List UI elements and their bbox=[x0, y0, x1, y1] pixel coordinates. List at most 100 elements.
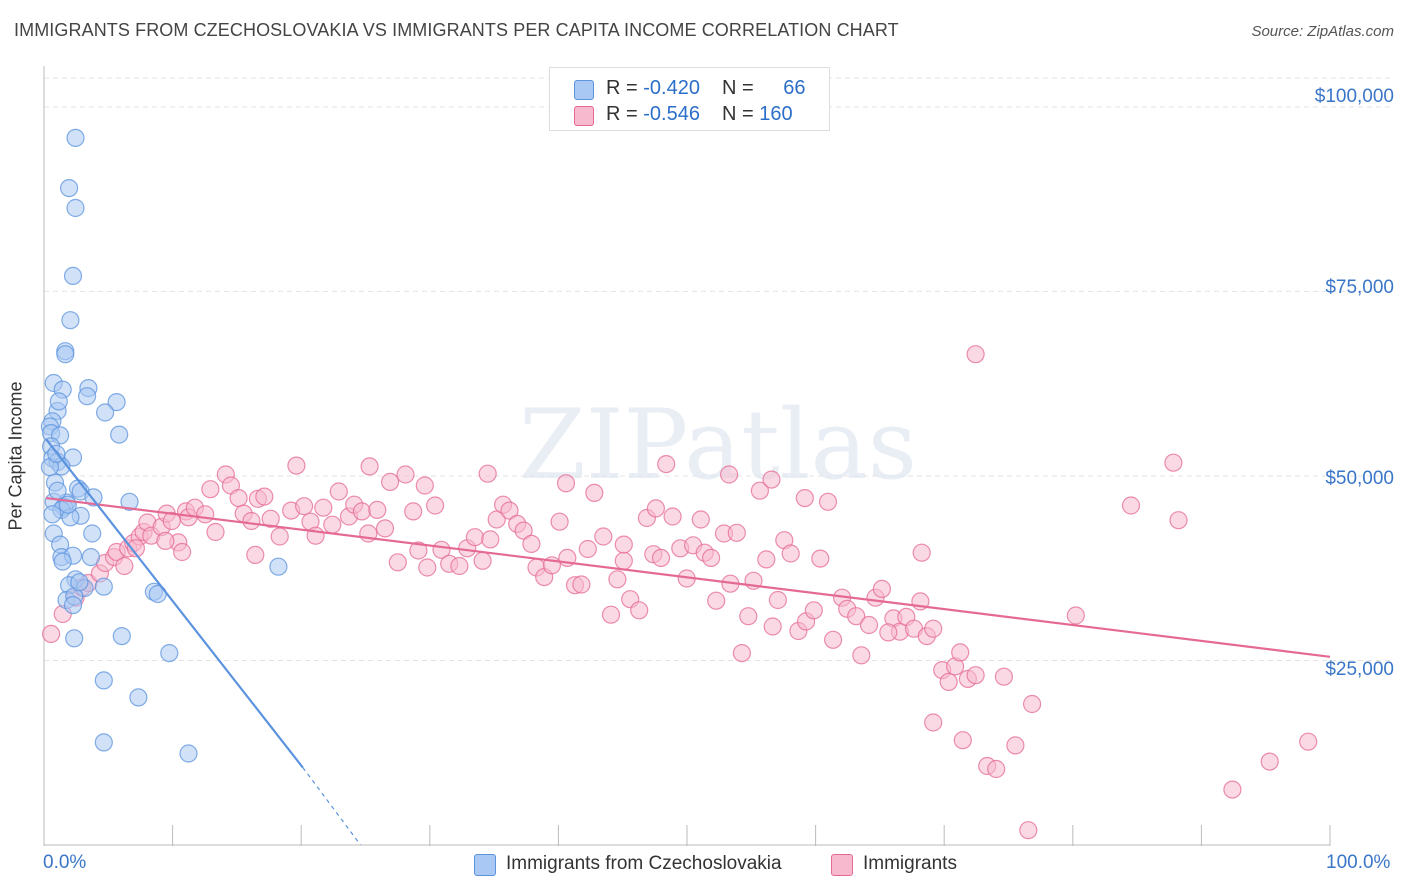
x-tick-label-max: 100.0% bbox=[1326, 852, 1391, 873]
point-immigrants bbox=[811, 549, 830, 568]
point-immigrants bbox=[879, 623, 898, 642]
legend-swatch-blue bbox=[574, 80, 594, 100]
point-immigrants bbox=[1006, 736, 1025, 755]
point-immigrants bbox=[323, 515, 342, 534]
point-immigrants bbox=[795, 489, 814, 508]
series-czechoslovakia bbox=[40, 128, 288, 763]
point-immigrants bbox=[750, 481, 770, 500]
n-label: N = bbox=[721, 77, 760, 99]
point-immigrants bbox=[261, 509, 280, 528]
point-immigrants bbox=[953, 731, 972, 750]
point-immigrants bbox=[409, 541, 428, 560]
point-czechoslovakia bbox=[120, 492, 139, 511]
point-immigrants bbox=[987, 759, 1006, 779]
point-immigrants bbox=[1260, 752, 1279, 771]
trend-lines bbox=[45, 438, 1331, 846]
point-immigrants bbox=[707, 591, 726, 610]
legend-swatch-pink bbox=[574, 106, 594, 126]
point-immigrants bbox=[852, 646, 871, 665]
y-tick-label: $100,000 bbox=[1314, 86, 1394, 107]
point-immigrants bbox=[651, 548, 671, 568]
point-immigrants bbox=[270, 527, 289, 546]
legend-swatch-blue bbox=[474, 854, 496, 876]
point-immigrants bbox=[1019, 821, 1038, 840]
point-immigrants bbox=[859, 615, 879, 635]
point-immigrants bbox=[912, 543, 931, 562]
point-immigrants bbox=[329, 482, 348, 501]
point-czechoslovakia bbox=[160, 643, 179, 663]
point-czechoslovakia bbox=[81, 547, 101, 567]
point-immigrants bbox=[41, 624, 61, 644]
point-immigrants bbox=[556, 474, 576, 493]
chart-title: IMMIGRANTS FROM CZECHOSLOVAKIA VS IMMIGR… bbox=[14, 20, 899, 40]
point-immigrants bbox=[396, 465, 415, 484]
point-immigrants bbox=[663, 507, 682, 526]
point-immigrants bbox=[381, 472, 400, 491]
point-immigrants bbox=[229, 489, 248, 508]
point-immigrants bbox=[295, 497, 314, 516]
point-czechoslovakia bbox=[53, 552, 72, 571]
point-immigrants bbox=[246, 545, 265, 565]
n-value: 160 bbox=[759, 103, 793, 125]
point-immigrants bbox=[314, 498, 333, 517]
point-immigrants bbox=[781, 544, 800, 563]
point-immigrants bbox=[352, 502, 371, 521]
point-immigrants bbox=[578, 539, 597, 559]
point-immigrants bbox=[255, 487, 274, 506]
point-czechoslovakia bbox=[107, 393, 126, 412]
x-tick-label-min: 0.0% bbox=[43, 852, 87, 873]
point-czechoslovakia bbox=[110, 425, 129, 444]
point-immigrants bbox=[550, 512, 569, 531]
point-immigrants bbox=[156, 531, 175, 551]
point-immigrants bbox=[415, 476, 434, 495]
point-immigrants bbox=[404, 502, 423, 521]
point-immigrants bbox=[126, 539, 145, 558]
point-czechoslovakia bbox=[112, 626, 131, 646]
point-immigrants bbox=[924, 713, 943, 732]
point-czechoslovakia bbox=[179, 744, 198, 763]
point-immigrants bbox=[727, 523, 746, 542]
grid-lines bbox=[44, 77, 1392, 661]
n-value: 66 bbox=[783, 77, 806, 99]
point-czechoslovakia bbox=[83, 524, 102, 543]
point-immigrants bbox=[388, 553, 407, 572]
legend-label: Immigrants from Czechoslovakia bbox=[506, 853, 782, 874]
point-immigrants bbox=[719, 465, 739, 484]
r-value: -0.420 bbox=[643, 77, 700, 99]
point-immigrants bbox=[924, 619, 943, 638]
point-immigrants bbox=[522, 534, 541, 554]
point-immigrants bbox=[287, 456, 306, 475]
point-immigrants bbox=[872, 579, 892, 599]
point-czechoslovakia bbox=[48, 481, 67, 500]
point-immigrants bbox=[657, 455, 676, 474]
point-czechoslovakia bbox=[61, 311, 80, 330]
point-immigrants bbox=[966, 345, 985, 364]
point-immigrants bbox=[242, 511, 261, 531]
legend-label: Immigrants bbox=[863, 853, 957, 874]
point-immigrants bbox=[1121, 496, 1141, 515]
point-immigrants bbox=[818, 492, 838, 511]
point-czechoslovakia bbox=[94, 671, 113, 690]
point-czechoslovakia bbox=[56, 345, 75, 364]
legend-swatch-pink bbox=[831, 854, 853, 876]
trend-line-immigrants bbox=[45, 497, 1331, 658]
point-immigrants bbox=[691, 510, 710, 529]
point-immigrants bbox=[823, 630, 843, 649]
point-czechoslovakia bbox=[49, 392, 68, 411]
n-label: N = bbox=[721, 103, 760, 125]
point-czechoslovakia bbox=[66, 128, 85, 147]
legend-text: R = -0.420 N = 66 bbox=[606, 77, 805, 100]
point-czechoslovakia bbox=[77, 387, 97, 406]
point-immigrants bbox=[478, 464, 497, 483]
point-immigrants bbox=[585, 483, 604, 502]
point-immigrants bbox=[572, 575, 591, 594]
r-value: -0.546 bbox=[643, 103, 700, 125]
point-immigrants bbox=[473, 551, 492, 570]
point-immigrants bbox=[614, 535, 633, 554]
point-immigrants bbox=[951, 643, 970, 662]
point-immigrants bbox=[465, 528, 484, 547]
trend-line-extension bbox=[302, 767, 362, 846]
point-immigrants bbox=[1022, 694, 1042, 714]
point-immigrants bbox=[966, 666, 985, 685]
